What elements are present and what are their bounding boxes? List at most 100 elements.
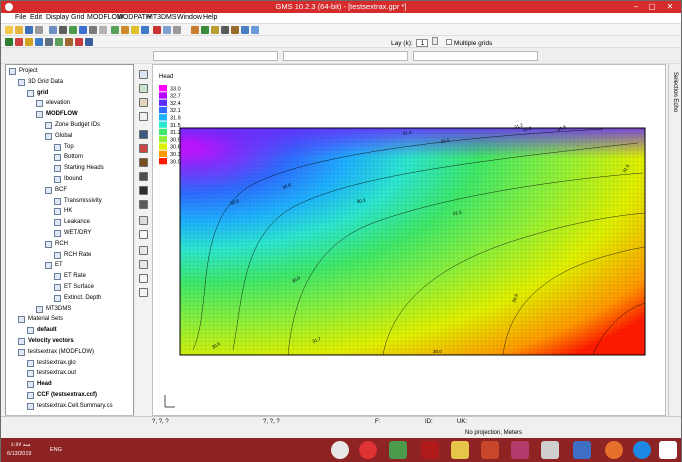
- menu-edit[interactable]: Edit: [30, 14, 43, 21]
- close-button[interactable]: ✕: [666, 2, 674, 11]
- excel-icon[interactable]: [389, 441, 407, 459]
- axis-triad: [164, 395, 175, 408]
- windows-start-icon[interactable]: [659, 441, 677, 459]
- select-vertex-icon[interactable]: [139, 144, 148, 153]
- contour-label: 31.5: [440, 137, 450, 144]
- status-projection: No projection, Meters: [465, 430, 523, 436]
- add-row-icon[interactable]: [139, 246, 148, 255]
- map-icon[interactable]: [231, 26, 239, 34]
- menu-window[interactable]: Window: [177, 14, 202, 21]
- print-icon[interactable]: [35, 26, 43, 34]
- minimize-button[interactable]: –: [633, 2, 639, 11]
- layer-spinner[interactable]: [432, 37, 439, 45]
- create-grid-icon[interactable]: [139, 200, 148, 209]
- selection-echo-panel[interactable]: Selection Echo: [668, 64, 681, 416]
- lighting-icon[interactable]: [131, 26, 139, 34]
- pan-tool-icon[interactable]: [139, 112, 148, 121]
- taskbar-language[interactable]: ENG: [50, 447, 62, 453]
- select-cell-icon[interactable]: [139, 130, 148, 139]
- grid-icon[interactable]: [111, 26, 119, 34]
- merge-icon[interactable]: [139, 274, 148, 283]
- save-icon[interactable]: [25, 26, 33, 34]
- frame-icon[interactable]: [49, 26, 57, 34]
- solids-icon[interactable]: [45, 38, 53, 46]
- contour-label: 31.2: [514, 122, 524, 130]
- maximize-button[interactable]: ▢: [648, 2, 656, 11]
- layer-input[interactable]: 1: [416, 39, 429, 47]
- new-icon[interactable]: [5, 26, 13, 34]
- rotate-icon[interactable]: [69, 26, 77, 34]
- tree-item-label: Transmissivity: [64, 197, 102, 204]
- tree-node-icon: [54, 230, 61, 237]
- selection-echo-tab[interactable]: Selection Echo: [672, 72, 678, 113]
- legend-value: 33.0: [170, 86, 181, 92]
- zoom-tool-icon[interactable]: [139, 84, 148, 93]
- plan-view-icon[interactable]: [99, 26, 107, 34]
- y-field[interactable]: [283, 51, 408, 61]
- menu-help[interactable]: Help: [203, 14, 218, 21]
- map-module-icon[interactable]: [75, 38, 83, 46]
- grid-boundary: [179, 127, 646, 356]
- check-icon[interactable]: [163, 26, 171, 34]
- file-explorer-icon[interactable]: [451, 441, 469, 459]
- grid-3d-icon[interactable]: [65, 38, 73, 46]
- menu-file[interactable]: File: [15, 14, 27, 21]
- menu-modflow[interactable]: MODFLOW: [87, 14, 124, 21]
- contour-icon[interactable]: [121, 26, 129, 34]
- open-icon[interactable]: [15, 26, 23, 34]
- import-icon[interactable]: [211, 26, 219, 34]
- tin-icon[interactable]: [241, 26, 249, 34]
- tree-node-icon: [18, 78, 25, 86]
- tree-item-label: CCF (testsextrax.ccf): [37, 392, 98, 398]
- z-field[interactable]: [413, 51, 538, 61]
- export-icon[interactable]: [221, 26, 229, 34]
- gms-icon[interactable]: [541, 441, 559, 459]
- create-well-icon[interactable]: [139, 216, 148, 225]
- gis-icon[interactable]: [85, 38, 93, 46]
- tins-icon[interactable]: [35, 38, 43, 46]
- word-icon[interactable]: [573, 441, 591, 459]
- rotate-tool-icon[interactable]: [139, 98, 148, 107]
- layer-up-icon[interactable]: [191, 26, 199, 34]
- mesh-icon[interactable]: [251, 26, 259, 34]
- layer-down-icon[interactable]: [201, 26, 209, 34]
- add-column-icon[interactable]: [139, 260, 148, 269]
- select-column-icon[interactable]: [139, 172, 148, 181]
- acrobat-icon[interactable]: [421, 441, 439, 459]
- toolbar-standard: [1, 24, 681, 36]
- menu-display[interactable]: Display: [46, 14, 69, 21]
- x-field[interactable]: [153, 51, 278, 61]
- select-layer-icon[interactable]: [139, 186, 148, 195]
- mesh-module-icon[interactable]: [55, 38, 63, 46]
- powerpoint-icon[interactable]: [481, 441, 499, 459]
- graphics-window[interactable]: Head 33.0 32.7 32.4 32.1 31.9 31.5 31.2 30.9 30.…: [152, 64, 666, 416]
- cut-icon[interactable]: [173, 26, 181, 34]
- grid-module-icon[interactable]: [5, 38, 13, 46]
- pointer-tool-icon[interactable]: [139, 230, 148, 239]
- pan-icon[interactable]: [79, 26, 87, 34]
- menu-mt3dms[interactable]: MT3DMS: [147, 14, 177, 21]
- firefox-icon[interactable]: [605, 441, 623, 459]
- zoom-icon[interactable]: [89, 26, 97, 34]
- scatter-module-icon[interactable]: [15, 38, 23, 46]
- tree-node-icon: [54, 284, 61, 291]
- chrome-icon[interactable]: [331, 441, 349, 459]
- contour-label: 30.6: [282, 182, 292, 190]
- select-tool-icon[interactable]: [139, 70, 148, 79]
- multiple-grids-checkbox[interactable]: [446, 39, 453, 45]
- boreholes-icon[interactable]: [25, 38, 33, 46]
- vectors-icon[interactable]: [141, 26, 149, 34]
- vertical-toolbar: [136, 64, 151, 416]
- display-options-icon[interactable]: [59, 26, 67, 34]
- pinned-app-icon[interactable]: [511, 441, 529, 459]
- run-modflow-icon[interactable]: [153, 26, 161, 34]
- contour-line: [232, 142, 639, 351]
- split-icon[interactable]: [139, 288, 148, 297]
- tree-item-label: testsextrax.Cell.Summary.cs: [37, 402, 113, 409]
- opera-icon[interactable]: [359, 441, 377, 459]
- select-row-icon[interactable]: [139, 158, 148, 167]
- ie-icon[interactable]: [633, 441, 651, 459]
- menu-grid[interactable]: Grid: [71, 14, 85, 21]
- menu-modpath[interactable]: MODPATH: [117, 14, 151, 21]
- tree-node-icon: [45, 262, 52, 270]
